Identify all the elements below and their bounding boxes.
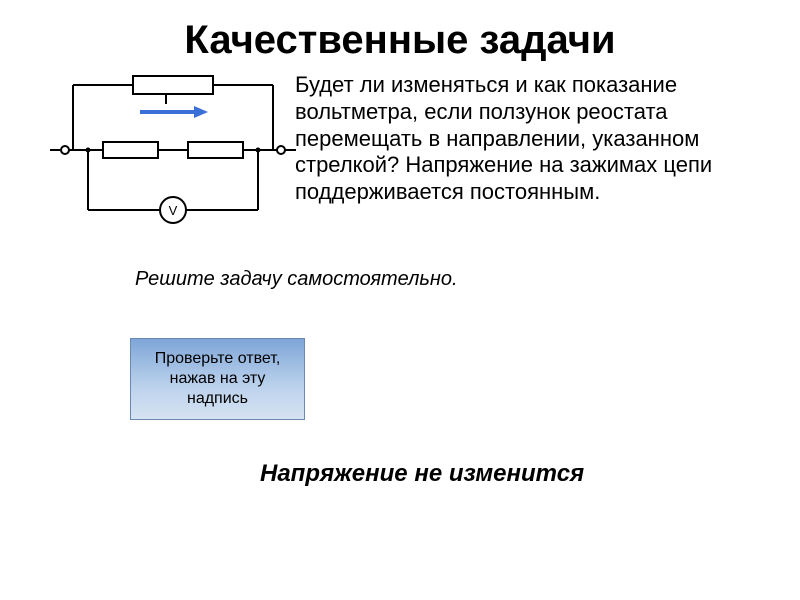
check-answer-button[interactable]: Проверьте ответ, нажав на эту надпись — [130, 338, 305, 420]
rheostat-icon — [133, 76, 213, 94]
resistor-right-icon — [188, 142, 243, 158]
instruction-text: Решите задачу самостоятельно. — [135, 268, 458, 291]
voltmeter-label: V — [169, 203, 178, 218]
question-text: Будет ли изменяться и как показание воль… — [295, 72, 745, 206]
answer-text: Напряжение не изменится — [260, 460, 584, 488]
terminal-right-icon — [277, 146, 285, 154]
circuit-diagram: V — [48, 70, 298, 245]
direction-arrow-icon — [140, 106, 208, 118]
slide-title: Качественные задачи — [0, 18, 800, 63]
terminal-left-icon — [61, 146, 69, 154]
slide: Качественные задачи — [0, 0, 800, 600]
resistor-left-icon — [103, 142, 158, 158]
circuit-svg: V — [48, 70, 298, 240]
